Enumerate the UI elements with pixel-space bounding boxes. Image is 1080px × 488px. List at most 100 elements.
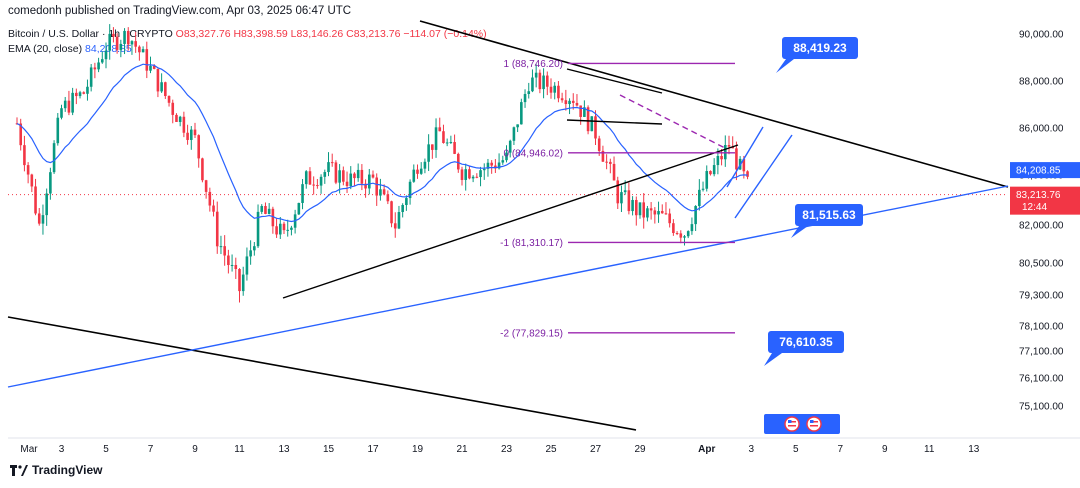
- candle-body: [605, 161, 608, 163]
- candle-body: [37, 213, 41, 224]
- fib-level-label: -1 (81,310.17): [500, 238, 563, 249]
- candle-body: [716, 155, 720, 166]
- candle-body: [479, 170, 482, 178]
- callout-label: 88,419.23: [793, 41, 847, 55]
- candle-body: [623, 190, 627, 193]
- candle-body: [616, 180, 620, 204]
- candle-body: [423, 161, 427, 169]
- candle-body: [234, 264, 238, 270]
- candle-body: [171, 102, 175, 115]
- candle-body: [223, 246, 226, 256]
- candle-body: [115, 36, 119, 50]
- candle-body: [490, 162, 493, 166]
- candle-body: [34, 186, 37, 214]
- x-tick-label: Apr: [698, 444, 715, 455]
- candle-body: [393, 223, 397, 229]
- callout-box: [768, 331, 844, 353]
- callout-pointer: [776, 59, 794, 73]
- candle-body: [419, 168, 423, 174]
- publish-credit: comedonh published on TradingView.com, A…: [8, 5, 352, 17]
- candle-body: [152, 65, 156, 69]
- callout-label: 76,610.35: [779, 335, 833, 349]
- candle-body: [52, 143, 56, 173]
- price-callout: 81,515.63: [791, 204, 863, 238]
- candle-body: [201, 158, 204, 181]
- candle-body: [564, 100, 568, 105]
- candle-body: [45, 193, 48, 216]
- flag-ring: [806, 416, 822, 432]
- candle-body: [330, 162, 334, 164]
- candle-body: [627, 190, 631, 212]
- candle-body: [145, 49, 149, 71]
- candle-body: [601, 150, 605, 162]
- candle-body: [638, 202, 642, 216]
- x-tick-label: 15: [323, 444, 335, 455]
- symbol-name[interactable]: Bitcoin / U.S. Dollar · 1h · CRYPTO: [8, 28, 173, 40]
- ema-label[interactable]: EMA (20, close): [8, 43, 83, 55]
- y-tick-label: 88,000.00: [1019, 77, 1064, 88]
- flag-top-line: [566, 68, 663, 94]
- candle-body: [82, 92, 86, 94]
- candle-body: [186, 132, 189, 140]
- ema-20-line: [16, 63, 748, 223]
- event-markers[interactable]: [764, 414, 840, 434]
- candle-body: [505, 152, 508, 161]
- candle-body: [267, 208, 271, 214]
- candle-body: [712, 165, 716, 175]
- x-tick-label: 5: [103, 444, 109, 455]
- candle-body: [345, 181, 349, 186]
- candle-body: [538, 72, 542, 90]
- countdown-text: 12:44: [1022, 202, 1047, 213]
- candle-body: [71, 92, 74, 113]
- candle-body: [164, 82, 167, 97]
- candle-body: [30, 174, 34, 187]
- y-tick-label: 80,500.00: [1019, 259, 1064, 270]
- candle-body: [134, 41, 137, 47]
- candle-body: [178, 116, 182, 122]
- tradingview-brand[interactable]: TradingView: [10, 463, 102, 477]
- candle-body: [553, 85, 557, 93]
- candle-body: [557, 85, 560, 99]
- candle-body: [664, 213, 668, 215]
- price-callouts[interactable]: 88,419.23 81,515.63 76,610.35: [764, 37, 863, 366]
- x-tick-label: 29: [634, 444, 646, 455]
- candle-body: [204, 180, 208, 192]
- fibonacci-levels[interactable]: 1 (88,746.20) 0 (84,946.02) -1 (81,310.17)…: [500, 59, 735, 339]
- candle-body: [620, 192, 623, 204]
- flag-stripe: [810, 421, 818, 423]
- candle-body: [531, 77, 534, 92]
- candle-body: [679, 233, 683, 238]
- candle-body: [208, 191, 212, 206]
- candle-body: [497, 162, 501, 169]
- candle-body: [167, 96, 171, 103]
- candle-body: [290, 227, 293, 230]
- callout-label: 81,515.63: [802, 208, 856, 222]
- candle-body: [86, 86, 89, 94]
- x-tick-label: Mar: [20, 444, 38, 455]
- candle-body: [545, 75, 549, 87]
- y-axis: 90,000.0088,000.0086,000.0084,000.0082,0…: [1019, 30, 1064, 413]
- candle-body: [304, 171, 308, 185]
- y-tick-label: 86,000.00: [1019, 124, 1064, 135]
- candle-body: [672, 223, 675, 234]
- candle-body: [586, 107, 590, 132]
- brand-name: TradingView: [32, 463, 103, 477]
- candle-body: [534, 72, 538, 78]
- price-callout: 76,610.35: [764, 331, 844, 366]
- candle-body: [227, 255, 230, 266]
- candle-body: [126, 30, 130, 45]
- candle-body: [282, 223, 286, 231]
- candle-body: [256, 211, 260, 247]
- candle-body: [104, 50, 108, 60]
- y-tick-label: 82,000.00: [1019, 221, 1064, 232]
- fib-level-label: -2 (77,829.15): [500, 328, 563, 339]
- descending-trendline-upper: [419, 20, 1009, 188]
- callout-box: [782, 37, 858, 59]
- ascending-trendline-mid: [282, 144, 739, 299]
- candle-body: [78, 92, 82, 97]
- candle-body: [193, 129, 197, 136]
- candle-body: [367, 174, 371, 189]
- candle-body: [175, 114, 178, 122]
- candle-body: [75, 92, 78, 97]
